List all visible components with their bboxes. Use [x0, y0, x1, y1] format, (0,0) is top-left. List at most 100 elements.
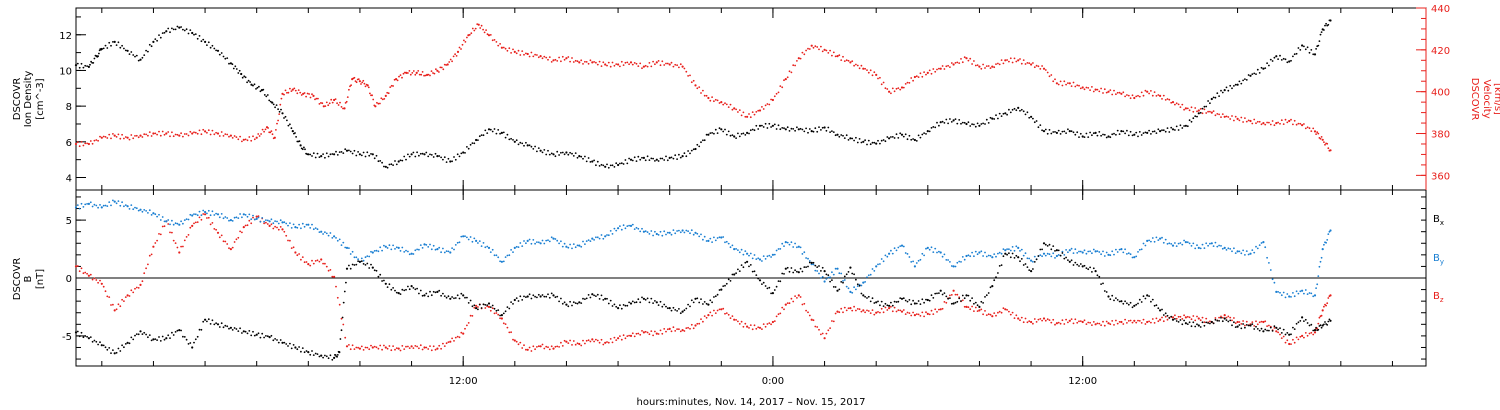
- series-dot-ion-density: [1046, 132, 1049, 135]
- series-dot-by: [963, 258, 966, 261]
- series-point-velocity: [1329, 149, 1332, 152]
- series-dot-bz: [348, 344, 350, 346]
- series-dot-ion-density: [877, 139, 879, 142]
- series-dot-velocity: [147, 134, 149, 137]
- series-point-ion-density: [746, 131, 749, 134]
- series-dot-ion-density: [989, 116, 992, 119]
- series-dot-velocity: [801, 51, 804, 54]
- series-dot-velocity: [873, 71, 876, 74]
- series-dot-velocity: [491, 39, 494, 42]
- series-point-bz: [681, 329, 684, 332]
- series-dot-ion-density: [735, 137, 737, 140]
- series-dot-velocity: [451, 60, 453, 63]
- series-dot-bx: [97, 343, 99, 346]
- series-point-by: [681, 229, 684, 232]
- series-point-velocity: [229, 134, 232, 137]
- series-dot-bx: [600, 294, 603, 297]
- series-point-by: [229, 219, 232, 222]
- series-point-by: [74, 206, 78, 209]
- series-dot-bx: [215, 322, 218, 325]
- series-dot-bz: [766, 323, 769, 325]
- series-dot-bz: [523, 344, 525, 347]
- series-point-bz: [281, 228, 284, 231]
- series-dot-bz: [104, 290, 107, 293]
- series-dot-bx: [253, 334, 256, 337]
- series-dot-velocity: [172, 135, 175, 138]
- series-dot-by: [912, 260, 914, 263]
- series-dot-bz: [336, 296, 339, 299]
- series-dot-ion-density: [742, 132, 745, 135]
- series-dot-by: [1022, 254, 1025, 257]
- series-point-bz: [1042, 317, 1046, 320]
- series-dot-bz: [344, 336, 347, 339]
- series-dot-bx: [289, 342, 291, 345]
- series-dot-ion-density: [1199, 111, 1202, 114]
- series-dot-bz: [161, 225, 164, 228]
- series-dot-bx: [1151, 298, 1154, 301]
- series-dot-ion-density: [1190, 120, 1193, 123]
- series-dot-bx: [1244, 326, 1246, 329]
- series-dot-ion-density: [298, 140, 301, 143]
- series-dot-by: [154, 213, 157, 216]
- series-dot-velocity: [1214, 114, 1217, 117]
- series-point-ion-density: [204, 40, 207, 44]
- series-dot-ion-density: [928, 130, 931, 133]
- series-dot-ion-density: [934, 126, 937, 129]
- series-dot-ion-density: [915, 140, 918, 142]
- series-point-by: [1133, 256, 1136, 259]
- series-dot-by: [783, 245, 785, 248]
- series-dot-bx: [1194, 325, 1197, 328]
- series-dot-velocity: [211, 129, 214, 132]
- series-dot-ion-density: [856, 141, 859, 144]
- series-dot-velocity: [1037, 65, 1040, 68]
- series-dot-velocity: [1194, 107, 1197, 109]
- legend-bx: Bx: [1433, 214, 1444, 227]
- series-dot-by: [388, 244, 391, 247]
- series-dot-velocity: [943, 68, 946, 70]
- series-dot-velocity: [740, 114, 743, 117]
- series-dot-ion-density: [98, 52, 100, 55]
- series-dot-by: [316, 228, 319, 231]
- series-dot-bz: [220, 234, 223, 237]
- series-dot-ion-density: [316, 152, 319, 155]
- series-dot-bz: [163, 225, 166, 228]
- series-dot-bx: [336, 354, 339, 356]
- series-dot-ion-density: [258, 85, 260, 88]
- series-dot-by: [902, 245, 905, 248]
- series-dot-by: [943, 253, 946, 256]
- series-dot-bx: [341, 316, 344, 319]
- series-dot-bz: [279, 226, 282, 228]
- series-dot-bx: [661, 305, 664, 308]
- series-dot-bx: [663, 303, 666, 306]
- series-point-ion-density: [1262, 67, 1265, 70]
- series-point-velocity: [823, 48, 826, 51]
- series-dot-by: [1067, 251, 1069, 254]
- series-dot-by: [773, 253, 776, 256]
- series-dot-bz: [386, 347, 389, 350]
- series-dot-ion-density: [884, 140, 887, 143]
- series-point-bz: [668, 327, 671, 330]
- series-dot-bx: [222, 326, 225, 329]
- series-dot-ion-density: [218, 53, 221, 56]
- series-dot-ion-density: [1008, 108, 1010, 111]
- series-dot-ion-density: [941, 120, 944, 123]
- series-dot-velocity: [528, 55, 531, 58]
- series-dot-ion-density: [1157, 128, 1160, 131]
- series-dot-bz: [891, 310, 894, 313]
- series-dot-ion-density: [294, 132, 296, 134]
- series-dot-velocity: [196, 132, 199, 135]
- series-dot-by: [770, 256, 772, 258]
- series-dot-velocity: [976, 64, 979, 66]
- series-dot-bz: [934, 308, 937, 311]
- series-dot-bx: [1255, 325, 1257, 328]
- series-dot-bz: [1304, 332, 1307, 334]
- series-point-ion-density: [1146, 131, 1149, 134]
- series-dot-ion-density: [971, 123, 973, 126]
- series-dot-bz: [228, 247, 230, 250]
- series-point-bz: [875, 311, 878, 314]
- series-dot-by: [1325, 241, 1327, 244]
- series-dot-bx: [1234, 326, 1237, 328]
- series-dot-bx: [974, 301, 977, 304]
- series-dot-bz: [825, 332, 828, 335]
- series-dot-ion-density: [1216, 92, 1219, 95]
